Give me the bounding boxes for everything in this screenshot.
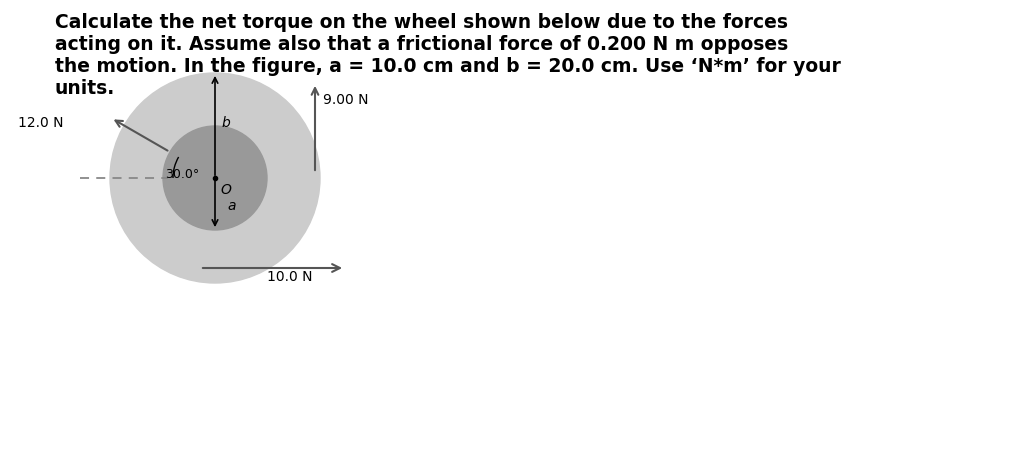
Text: 12.0 N: 12.0 N xyxy=(17,116,63,130)
Text: O: O xyxy=(220,183,230,197)
Circle shape xyxy=(163,126,267,230)
Text: 10.0 N: 10.0 N xyxy=(267,270,312,284)
Text: b: b xyxy=(221,116,229,130)
Text: Calculate the net torque on the wheel shown below due to the forces: Calculate the net torque on the wheel sh… xyxy=(55,13,788,32)
Circle shape xyxy=(110,73,319,283)
Text: a: a xyxy=(227,199,236,213)
Text: units.: units. xyxy=(55,79,116,98)
Text: the motion. In the figure, a = 10.0 cm and b = 20.0 cm. Use ‘N*m’ for your: the motion. In the figure, a = 10.0 cm a… xyxy=(55,57,841,76)
Text: acting on it. Assume also that a frictional force of 0.200 N m opposes: acting on it. Assume also that a frictio… xyxy=(55,35,788,54)
Text: 9.00 N: 9.00 N xyxy=(323,93,369,107)
Text: 30.0°: 30.0° xyxy=(165,168,200,181)
